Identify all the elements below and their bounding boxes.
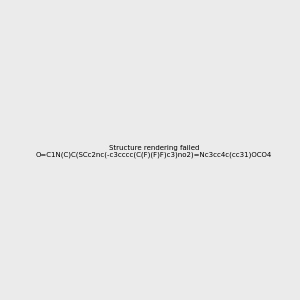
- Text: Structure rendering failed
O=C1N(C)C(SCc2nc(-c3cccc(C(F)(F)F)c3)no2)=Nc3cc4c(cc3: Structure rendering failed O=C1N(C)C(SCc…: [36, 145, 272, 158]
